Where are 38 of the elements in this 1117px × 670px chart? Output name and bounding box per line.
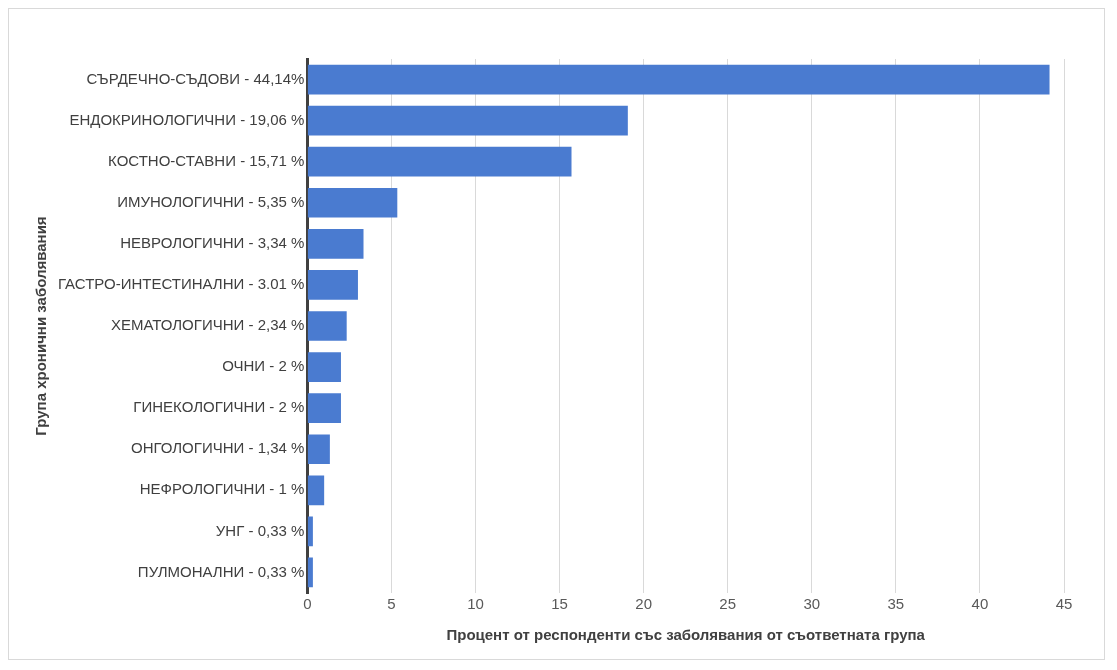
- x-tick-label: 10: [467, 595, 484, 613]
- x-tick-label: 15: [551, 595, 568, 613]
- y-tick-label: НЕВРОЛОГИЧНИ - 3,34 %: [120, 233, 305, 251]
- x-tick-label: 40: [971, 595, 989, 613]
- x-tick-label: 20: [635, 595, 652, 613]
- bar: [307, 557, 313, 588]
- bar: [307, 146, 572, 177]
- y-tick-label: СЪРДЕЧНО-СЪДОВИ - 44,14%: [86, 69, 305, 87]
- bar: [307, 475, 325, 506]
- x-tick-label: 30: [803, 595, 821, 613]
- bar: [307, 229, 364, 259]
- y-tick-label: ХЕМАТОЛОГИЧНИ - 2,34 %: [110, 316, 305, 334]
- x-tick-label: 25: [719, 595, 737, 613]
- bar: [307, 187, 398, 218]
- bar: [307, 434, 330, 465]
- x-tick-label: 0: [303, 595, 312, 613]
- bar: [307, 270, 358, 300]
- x-tick-label: 5: [387, 595, 396, 613]
- y-tick-label: ЕНДОКРИНОЛОГИЧНИ - 19,06 %: [69, 110, 305, 128]
- y-tick-label: ИМУНОЛОГИЧНИ - 5,35 %: [117, 192, 305, 210]
- bar: [307, 352, 341, 382]
- bar: [307, 311, 347, 341]
- y-tick-label: ГАСТРО-ИНТЕСТИНАЛНИ - 3.01 %: [58, 275, 305, 293]
- x-tick-label: 35: [887, 595, 905, 613]
- y-tick-label: ГИНЕКОЛОГИЧНИ - 2 %: [133, 398, 305, 416]
- bar: [307, 393, 341, 423]
- y-tick-label: УНГ - 0,33 %: [215, 521, 305, 539]
- y-tick-label: НЕФРОЛОГИЧНИ - 1 %: [139, 480, 305, 498]
- x-axis-title: Процент от респонденти със заболявания от съответната група: [446, 626, 926, 644]
- bar: [307, 64, 1050, 95]
- y-tick-label: ОЧНИ - 2 %: [222, 357, 305, 375]
- bar: [307, 105, 628, 136]
- y-tick-label: ОНГОЛОГИЧНИ - 1,34 %: [131, 439, 305, 457]
- y-tick-label: ПУЛМОНАЛНИ - 0,33 %: [137, 562, 305, 580]
- y-tick-label: КОСТНО-СТАВНИ - 15,71 %: [108, 151, 305, 169]
- y-axis-title: Група хронични заболявания: [32, 216, 50, 436]
- bar: [307, 516, 313, 547]
- x-tick-label: 45: [1055, 595, 1073, 613]
